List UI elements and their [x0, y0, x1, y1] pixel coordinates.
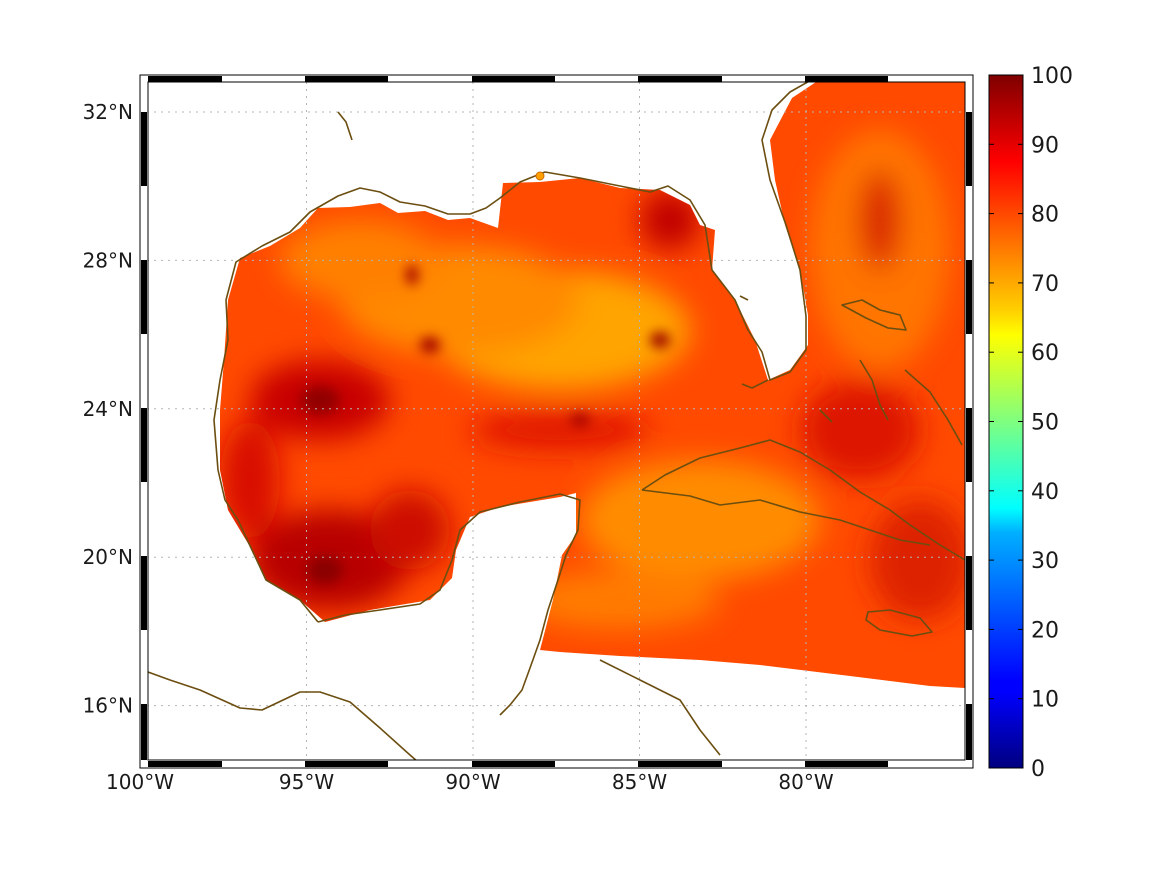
coastline [148, 82, 965, 760]
frame-segment [141, 556, 147, 630]
longitude-tick-label: 80°W [778, 770, 833, 794]
latitude-tick-label: 24°N [83, 397, 133, 421]
colorbar-tick-label: 70 [1031, 272, 1059, 297]
frame-segment [966, 408, 972, 482]
frame-segment [141, 408, 147, 482]
sea-surface-field [220, 82, 965, 688]
map-frame [139, 74, 974, 769]
frame-segment [638, 76, 722, 82]
latitude-tick-label: 16°N [83, 694, 133, 718]
frame-segment [305, 761, 388, 767]
frame-segment [805, 761, 888, 767]
frame-segment [141, 112, 147, 186]
frame-segment [966, 260, 972, 334]
frame-segment [472, 761, 555, 767]
frame-segment [305, 76, 388, 82]
latitude-tick-labels: 32°N 28°N 24°N 20°N 16°N [83, 100, 133, 718]
colorbar-tick-label: 100 [1031, 64, 1073, 89]
longitude-tick-label: 95°W [279, 770, 334, 794]
latitude-tick-label: 32°N [83, 100, 133, 124]
longitude-tick-label: 85°W [612, 770, 667, 794]
frame-segment [472, 76, 555, 82]
colorbar-tick-label: 50 [1031, 411, 1059, 436]
colorbar-tick-label: 0 [1031, 757, 1045, 782]
longitude-tick-label: 90°W [445, 770, 500, 794]
frame-segment [966, 112, 972, 186]
frame-segment [141, 704, 147, 760]
station-marker [535, 171, 545, 181]
colorbar-tick-label: 30 [1031, 549, 1059, 574]
colorbar-tick-label: 40 [1031, 480, 1059, 505]
latitude-tick-label: 20°N [83, 545, 133, 569]
colorbar-tick-label: 60 [1031, 341, 1059, 366]
longitude-tick-label: 100°W [106, 770, 174, 794]
longitude-tick-labels: 100°W 95°W 90°W 85°W 80°W [106, 770, 834, 794]
frame-segment [638, 761, 722, 767]
frame-segment [966, 556, 972, 630]
frame-segment [966, 704, 972, 760]
colorbar-tick-label: 20 [1031, 618, 1059, 643]
frame-segment [805, 76, 888, 82]
graticule [148, 82, 965, 760]
latitude-tick-label: 28°N [83, 248, 133, 272]
frame-segment [148, 761, 222, 767]
colorbar-tick-label: 80 [1031, 203, 1059, 228]
frame-segment [141, 260, 147, 334]
colorbar-tick-label: 90 [1031, 133, 1059, 158]
colorbar-tick-label: 10 [1031, 688, 1059, 713]
frame-segment [148, 76, 222, 82]
colorbar-gradient [988, 74, 1024, 769]
